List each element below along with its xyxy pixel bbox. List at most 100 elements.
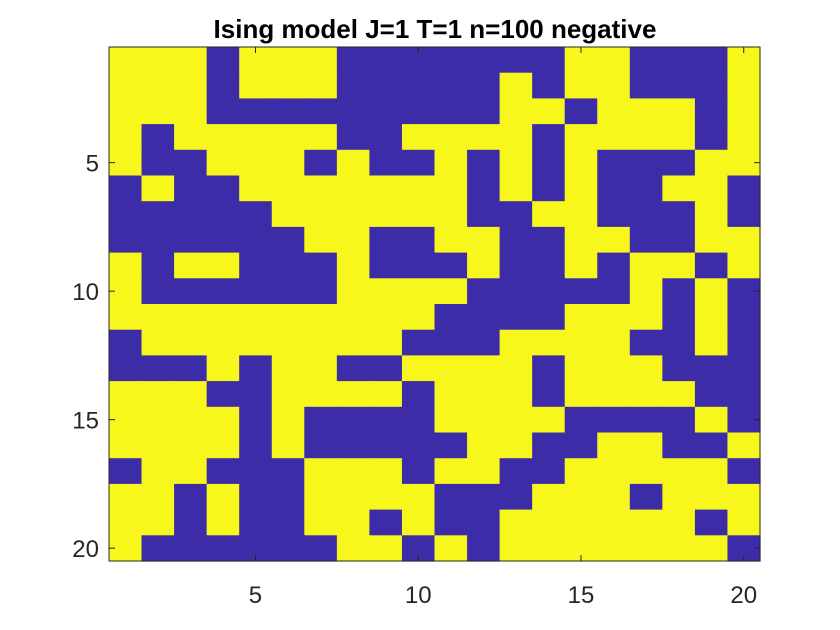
- heatmap-cell-r15-c14: [532, 406, 566, 434]
- heatmap-cell-r17-c4: [206, 458, 240, 485]
- heatmap-cell-r11-c6: [271, 304, 305, 331]
- heatmap-cell-r16-c14: [532, 432, 566, 459]
- heatmap-cell-r6-c6: [271, 175, 305, 202]
- heatmap-cell-r20-c6: [271, 535, 305, 562]
- heatmap-cell-r13-c20: [727, 355, 761, 382]
- heatmap-cell-r3-c19: [694, 98, 729, 125]
- heatmap-cell-r13-c5: [239, 355, 273, 382]
- heatmap-cell-r12-c15: [564, 329, 598, 356]
- heatmap-cell-r16-c13: [499, 432, 533, 459]
- heatmap-cell-r4-c14: [532, 124, 566, 151]
- heatmap-cell-r17-c9: [369, 458, 403, 485]
- heatmap-cell-r13-c8: [336, 355, 370, 382]
- heatmap-cell-r13-c18: [662, 355, 696, 382]
- heatmap-cell-r7-c20: [727, 201, 761, 228]
- heatmap-cell-r14-c10: [401, 381, 436, 408]
- heatmap-cell-r14-c1: [109, 381, 143, 408]
- heatmap-cell-r4-c5: [239, 124, 273, 151]
- heatmap-cell-r5-c9: [369, 149, 403, 177]
- heatmap-cell-r14-c18: [662, 381, 696, 408]
- heatmap-cell-r19-c2: [141, 509, 175, 536]
- y-tick-label: 20: [72, 536, 99, 563]
- heatmap-cell-r4-c18: [662, 124, 696, 151]
- heatmap-cell-r20-c17: [629, 535, 663, 562]
- heatmap-cell-r9-c19: [694, 252, 729, 279]
- y-tick-label: 10: [72, 279, 99, 306]
- heatmap-cell-r10-c7: [304, 278, 338, 305]
- heatmap-cell-r9-c11: [434, 252, 468, 279]
- heatmap-cell-r18-c6: [271, 483, 305, 511]
- heatmap-cell-r5-c3: [174, 149, 208, 177]
- heatmap-cell-r10-c15: [564, 278, 598, 305]
- heatmap-cell-r15-c10: [401, 406, 436, 434]
- heatmap-cell-r15-c12: [467, 406, 501, 434]
- heatmap-cell-r16-c11: [434, 432, 468, 459]
- heatmap-cell-r19-c13: [499, 509, 533, 536]
- heatmap-cell-r15-c13: [499, 406, 533, 434]
- heatmap-cell-r14-c4: [206, 381, 240, 408]
- heatmap-cell-r12-c5: [239, 329, 273, 356]
- x-tick-label: 5: [249, 582, 262, 609]
- heatmap-cell-r14-c3: [174, 381, 208, 408]
- heatmap-cell-r10-c18: [662, 278, 696, 305]
- heatmap-cell-r12-c17: [629, 329, 663, 356]
- heatmap-cell-r11-c11: [434, 304, 468, 331]
- heatmap-cell-r4-c7: [304, 124, 338, 151]
- heatmap-cell-r10-c14: [532, 278, 566, 305]
- heatmap-cell-r8-c9: [369, 226, 403, 254]
- heatmap-cell-r14-c15: [564, 381, 598, 408]
- heatmap-cell-r6-c13: [499, 175, 533, 202]
- heatmap-cell-r7-c18: [662, 201, 696, 228]
- heatmap-cell-r10-c10: [401, 278, 436, 305]
- heatmap-cell-r8-c7: [304, 226, 338, 254]
- heatmap-cell-r17-c19: [694, 458, 729, 485]
- heatmap-cell-r20-c13: [499, 535, 533, 562]
- heatmap-cell-r16-c8: [336, 432, 370, 459]
- y-tick-label: 5: [86, 151, 99, 178]
- heatmap-cell-r6-c1: [109, 175, 143, 202]
- heatmap-cell-r11-c13: [499, 304, 533, 331]
- heatmap-cell-r11-c17: [629, 304, 663, 331]
- heatmap-cell-r3-c1: [109, 98, 143, 125]
- heatmap-cell-r2-c14: [532, 72, 566, 99]
- heatmap-cell-r12-c16: [597, 329, 631, 356]
- heatmap-cell-r14-c19: [694, 381, 729, 408]
- heatmap-cell-r13-c17: [629, 355, 663, 382]
- heatmap-cell-r2-c12: [467, 72, 501, 99]
- y-tick-label: 15: [72, 408, 99, 435]
- heatmap-cell-r19-c4: [206, 509, 240, 536]
- heatmap-cell-r2-c3: [174, 72, 208, 99]
- heatmap-cell-r13-c19: [694, 355, 729, 382]
- heatmap-cell-r19-c9: [369, 509, 403, 536]
- heatmap-cell-r2-c6: [271, 72, 305, 99]
- heatmap-cell-r5-c4: [206, 149, 240, 177]
- heatmap-cell-r18-c4: [206, 483, 240, 511]
- heatmap-cell-r2-c16: [597, 72, 631, 99]
- heatmap-cell-r18-c3: [174, 483, 208, 511]
- heatmap-cell-r18-c15: [564, 483, 598, 511]
- heatmap-cell-r19-c12: [467, 509, 501, 536]
- heatmap-cell-r7-c5: [239, 201, 273, 228]
- heatmap-cell-r10-c17: [629, 278, 663, 305]
- heatmap-cell-r9-c4: [206, 252, 240, 279]
- heatmap-cell-r4-c15: [564, 124, 598, 151]
- heatmap-cell-r17-c6: [271, 458, 305, 485]
- heatmap-cell-r2-c15: [564, 72, 598, 99]
- heatmap-cell-r16-c1: [109, 432, 143, 459]
- heatmap-cell-r2-c20: [727, 72, 761, 99]
- heatmap-cell-r1-c1: [109, 47, 143, 74]
- heatmap-cell-r1-c7: [304, 47, 338, 74]
- heatmap-cell-r9-c12: [467, 252, 501, 279]
- heatmap-cell-r7-c10: [401, 201, 436, 228]
- heatmap-cell-r11-c12: [467, 304, 501, 331]
- heatmap-cell-r18-c2: [141, 483, 175, 511]
- heatmap-cell-r2-c10: [401, 72, 436, 99]
- heatmap-cell-r6-c20: [727, 175, 761, 202]
- heatmap-cell-r8-c13: [499, 226, 533, 254]
- x-tick-label: 15: [568, 582, 595, 609]
- heatmap-cell-r20-c14: [532, 535, 566, 562]
- heatmap-cell-r9-c14: [532, 252, 566, 279]
- heatmap-cell-r16-c6: [271, 432, 305, 459]
- heatmap-cell-r16-c10: [401, 432, 436, 459]
- heatmap-cell-r1-c8: [336, 47, 370, 74]
